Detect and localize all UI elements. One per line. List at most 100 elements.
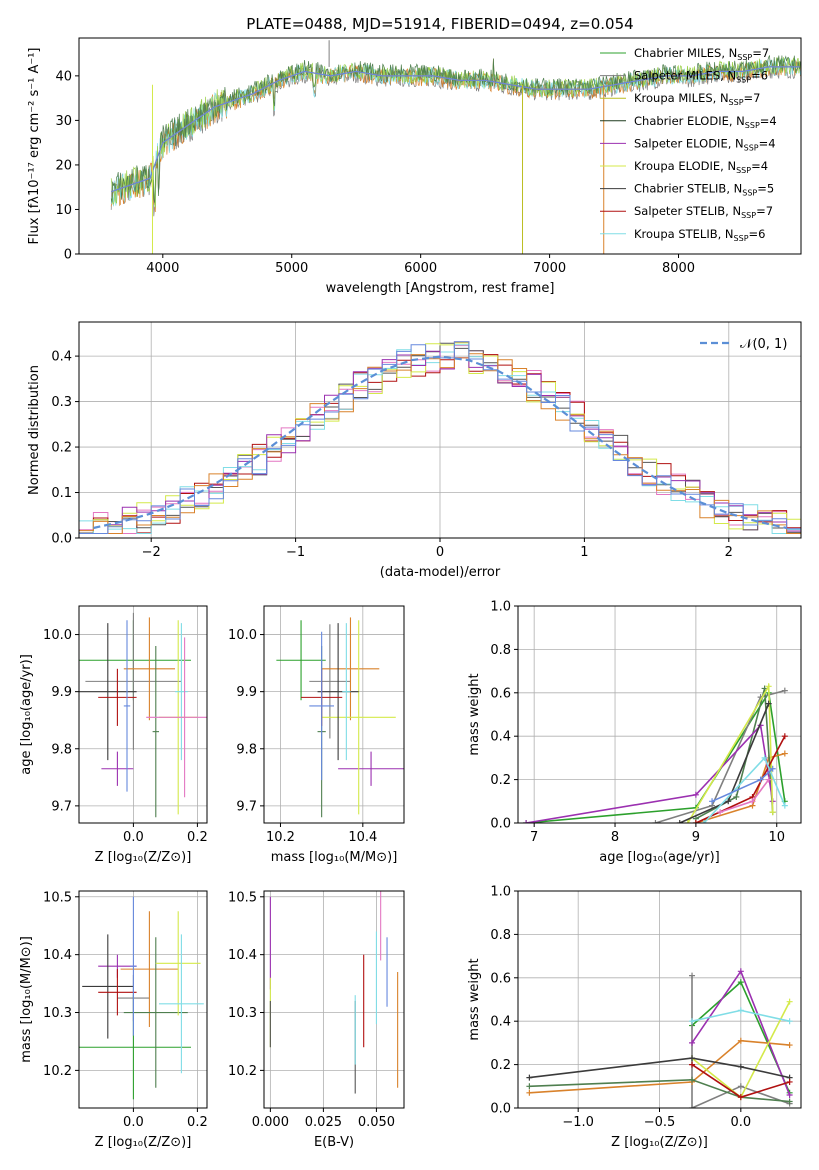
y-tick-label: 0.0 — [51, 532, 72, 547]
legend-entry: Kroupa STELIB, NSSP=6 — [634, 227, 765, 243]
y-tick-label: 9.8 — [236, 742, 257, 757]
y-tick-label: 9.9 — [236, 685, 257, 700]
y-tick-label: 30 — [55, 114, 72, 129]
axes-frame — [78, 890, 208, 1109]
y-tick-label: 0.0 — [490, 1102, 511, 1117]
y-tick-label: 0.3 — [51, 395, 72, 410]
x-tick-label: 10.2 — [266, 830, 295, 845]
residuals-panel-plot — [79, 341, 801, 534]
mass-weight-marker — [526, 1074, 533, 1081]
age-vs-mass-panel-plot — [276, 617, 404, 818]
gaussian-curve — [93, 355, 787, 530]
x-tick-label: 7000 — [533, 261, 566, 276]
y-tick-label: 0.8 — [490, 643, 511, 658]
y-tick-label: 9.9 — [51, 685, 72, 700]
x-tick-label: 10.4 — [348, 830, 377, 845]
mass-weight-marker — [737, 979, 744, 986]
y-tick-label: 0.4 — [490, 730, 511, 745]
histogram-step — [79, 342, 801, 534]
mass-weight-marker — [689, 1105, 696, 1108]
mass-weight-marker — [737, 968, 744, 975]
axes-frame — [517, 890, 802, 1109]
histogram-step — [79, 353, 801, 534]
x-axis-label: age [log₁₀(age/yr)] — [599, 850, 720, 865]
x-tick-label: 0.2 — [187, 1115, 208, 1130]
mass-weight-marker — [765, 776, 772, 783]
mass-weight-line — [529, 1057, 790, 1079]
mass-weight-marker — [761, 754, 768, 761]
mass-vs-ebv-panel-plot — [269, 891, 399, 1094]
mass-weight-marker — [786, 1018, 793, 1025]
y-tick-label: 0.2 — [490, 773, 511, 788]
mass-weight-vs-Z-panel-plot — [526, 968, 793, 1108]
x-tick-label: 1 — [580, 545, 588, 560]
mass-weight-marker — [781, 687, 788, 694]
x-tick-label: 7 — [530, 830, 538, 845]
histogram-step — [79, 342, 801, 534]
x-tick-label: 5000 — [275, 261, 308, 276]
residuals-panel: −2 −1 0 1 2 0.0 0.1 0.2 0.3 0.4 (data-model)/error… — [27, 321, 802, 580]
y-tick-label: 10.3 — [43, 1006, 72, 1021]
axes-frame — [78, 605, 208, 824]
mass-weight-marker — [700, 820, 707, 823]
legend-entry: Kroupa MILES, NSSP=7 — [634, 91, 760, 107]
x-axis-label: Z [log₁₀(Z/Z⊙)] — [95, 1135, 192, 1150]
mass-vs-Z-panel-plot — [79, 896, 204, 1100]
y-tick-label: 0 — [64, 248, 72, 263]
mass-weight-marker — [737, 1063, 744, 1070]
legend-entry: Salpeter MILES, NSSP=6 — [634, 69, 768, 85]
y-tick-label: 10.0 — [43, 628, 72, 643]
legend-entry: Kroupa ELODIE, NSSP=4 — [634, 159, 768, 175]
y-tick-label: 1.0 — [490, 885, 511, 900]
mass-weight-vs-age-panel-plot — [523, 683, 788, 823]
mass-weight-marker — [737, 1094, 744, 1101]
mass-weight-marker — [526, 1083, 533, 1090]
legend-entry: Salpeter ELODIE, NSSP=4 — [634, 136, 776, 152]
mass-weight-marker — [769, 765, 776, 772]
y-tick-label: 9.8 — [51, 742, 72, 757]
mass-weight-line — [529, 1039, 790, 1094]
y-tick-label: 10.2 — [228, 1064, 257, 1079]
x-axis-label: mass [log₁₀(M/M⊙)] — [271, 850, 398, 865]
mass-weight-vs-age-panel: 7 8 9 10 0.0 0.2 0.4 0.6 0.8 1.0 age [log₁₀(age/yr… — [467, 600, 802, 865]
legend-entry: Chabrier ELODIE, NSSP=4 — [634, 114, 777, 130]
y-tick-label: 10.0 — [228, 628, 257, 643]
x-axis-label: Z [log₁₀(Z/Z⊙)] — [95, 850, 192, 865]
mass-weight-line — [525, 723, 774, 823]
mass-weight-marker — [781, 733, 788, 740]
mass-weight-marker — [733, 793, 740, 800]
spectrum-legend: Chabrier MILES, NSSP=7 Salpeter MILES, NS… — [600, 46, 777, 243]
x-tick-label: 0.0 — [123, 830, 144, 845]
y-axis-label: mass weight — [467, 958, 482, 1040]
mass-weight-marker — [689, 972, 696, 979]
mass-weight-marker — [737, 1037, 744, 1044]
legend-entry: Chabrier MILES, NSSP=7 — [634, 46, 769, 62]
mass-weight-marker — [676, 820, 683, 823]
mass-weight-marker — [786, 1042, 793, 1049]
x-tick-label: −1 — [286, 545, 305, 560]
age-vs-Z-panel-plot — [79, 612, 207, 818]
mass-weight-marker — [786, 1091, 793, 1098]
x-tick-label: 0.000 — [252, 1115, 289, 1130]
mass-weight-marker — [786, 1078, 793, 1085]
spectrum-panel-plot — [110, 40, 801, 254]
x-tick-label: 0 — [436, 545, 444, 560]
y-tick-label: 10.2 — [43, 1064, 72, 1079]
y-tick-label: 0.4 — [51, 350, 72, 365]
x-tick-label: 0.025 — [305, 1115, 342, 1130]
axes-frame — [263, 890, 405, 1109]
mass-weight-marker — [692, 791, 699, 798]
y-tick-label: 0.2 — [490, 1058, 511, 1073]
legend-entry: Chabrier STELIB, NSSP=5 — [634, 182, 774, 198]
y-tick-label: 10.5 — [228, 890, 257, 905]
y-tick-label: 0.8 — [490, 928, 511, 943]
mass-weight-marker — [786, 1098, 793, 1105]
mass-weight-marker — [765, 700, 772, 707]
mass-weight-line — [719, 779, 770, 813]
axes-frame — [78, 37, 802, 255]
mass-weight-marker — [652, 820, 659, 823]
x-tick-label: 6000 — [404, 261, 437, 276]
figure-title: PLATE=0488, MJD=51914, FIBERID=0494, z=0… — [246, 15, 633, 33]
y-tick-label: 0.0 — [490, 817, 511, 832]
mass-weight-marker — [689, 1076, 696, 1083]
